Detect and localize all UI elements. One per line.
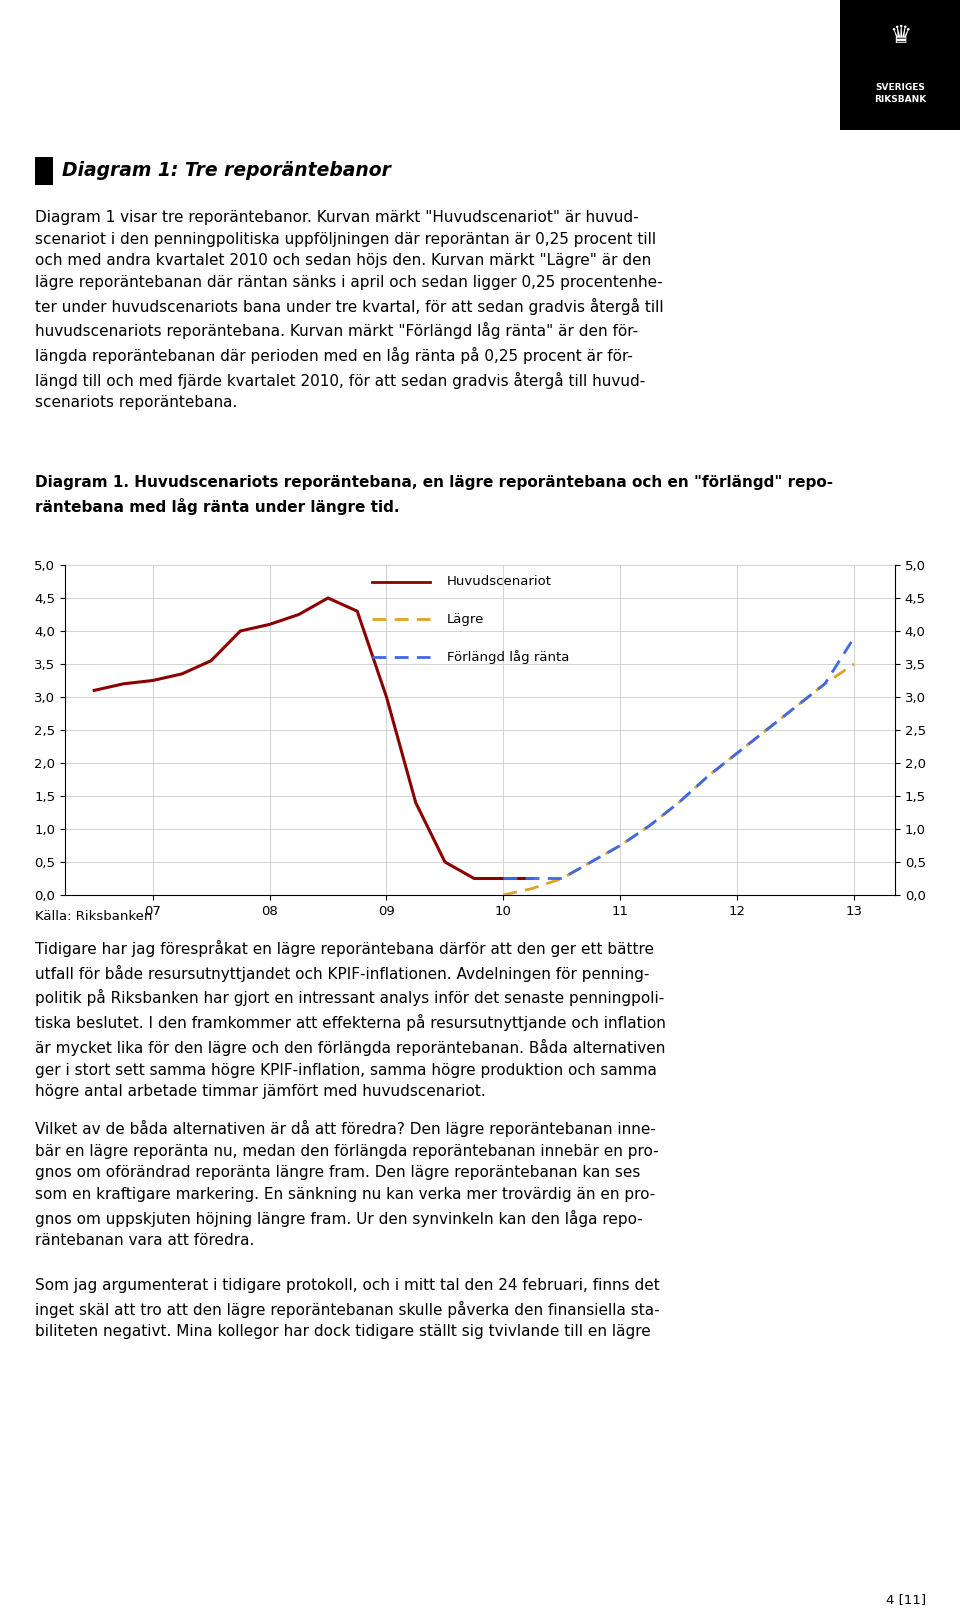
Text: ♛: ♛ bbox=[889, 24, 911, 48]
Text: Diagram 1: Tre reporäntebanor: Diagram 1: Tre reporäntebanor bbox=[62, 162, 391, 181]
Text: Huvudscenariot: Huvudscenariot bbox=[446, 575, 552, 588]
Text: Tidigare har jag förespråkat en lägre reporäntebana därför att den ger ett bättr: Tidigare har jag förespråkat en lägre re… bbox=[35, 941, 666, 1099]
Text: Diagram 1 visar tre reporäntebanor. Kurvan märkt "Huvudscenariot" är huvud-
scen: Diagram 1 visar tre reporäntebanor. Kurv… bbox=[35, 210, 663, 410]
Text: Källa: Riksbanken: Källa: Riksbanken bbox=[35, 910, 153, 923]
Text: Förlängd låg ränta: Förlängd låg ränta bbox=[446, 650, 569, 664]
Text: 4 [11]: 4 [11] bbox=[886, 1593, 926, 1606]
Text: Lägre: Lägre bbox=[446, 612, 484, 625]
Text: Vilket av de båda alternativen är då att föredra? Den lägre reporäntebanan inne-: Vilket av de båda alternativen är då att… bbox=[35, 1120, 659, 1248]
Text: SVERIGES
RIKSBANK: SVERIGES RIKSBANK bbox=[874, 82, 926, 103]
Text: Diagram 1. Huvudscenariots reporäntebana, en lägre reporäntebana och en "förläng: Diagram 1. Huvudscenariots reporäntebana… bbox=[35, 475, 833, 516]
Text: Som jag argumenterat i tidigare protokoll, och i mitt tal den 24 februari, finns: Som jag argumenterat i tidigare protokol… bbox=[35, 1278, 660, 1340]
